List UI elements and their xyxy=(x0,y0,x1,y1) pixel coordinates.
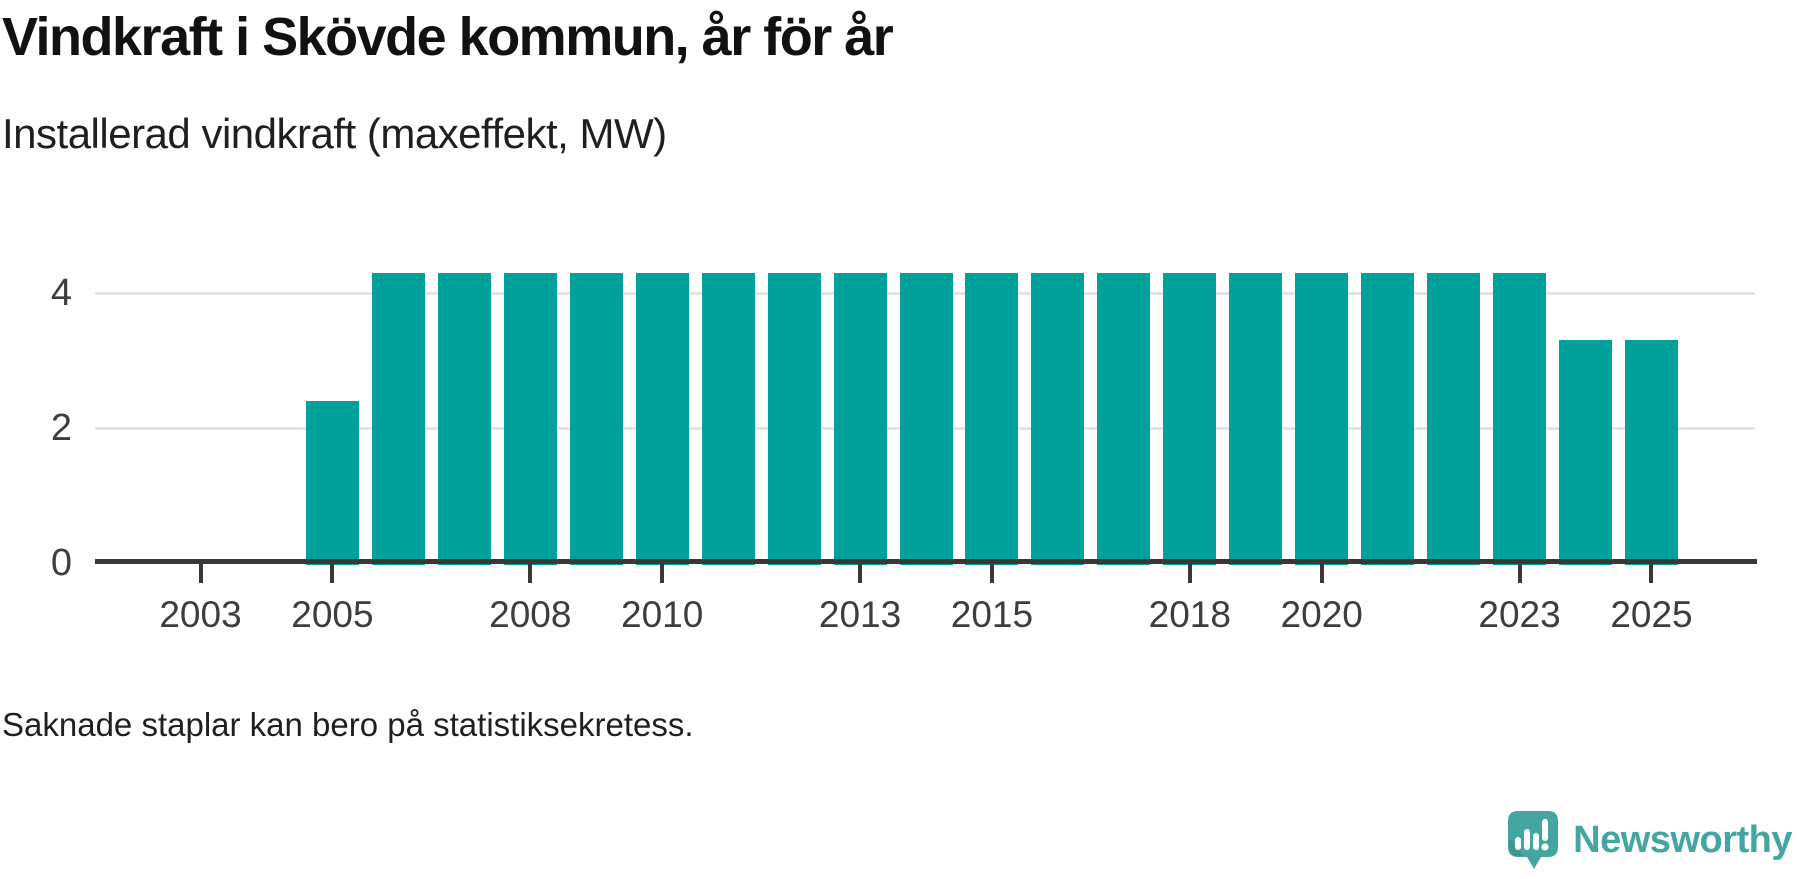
bar-2006 xyxy=(371,273,425,565)
x-axis-tick-2023 xyxy=(1517,564,1522,583)
x-axis-label-2025: 2025 xyxy=(1610,594,1693,635)
bar-2010 xyxy=(635,273,689,565)
x-axis-label-2023: 2023 xyxy=(1478,594,1561,635)
x-axis-label-2003: 2003 xyxy=(159,594,242,635)
newsworthy-logo-icon xyxy=(1507,810,1559,870)
y-axis-label-4: 4 xyxy=(50,272,72,315)
x-axis-tick-2025 xyxy=(1649,564,1654,583)
y-axis-label-2: 2 xyxy=(50,407,72,450)
x-axis-label-2018: 2018 xyxy=(1148,594,1231,635)
x-axis-tick-2018 xyxy=(1187,564,1192,583)
bar-2023 xyxy=(1493,273,1547,565)
bar-2005 xyxy=(305,401,359,565)
x-axis-tick-2008 xyxy=(528,564,533,583)
x-axis-label-2020: 2020 xyxy=(1280,594,1363,635)
bar-2015 xyxy=(965,273,1019,565)
x-axis-label-2010: 2010 xyxy=(621,594,704,635)
bar-2014 xyxy=(899,273,953,565)
bar-2013 xyxy=(833,273,887,565)
bar-2020 xyxy=(1295,273,1349,565)
bar-2025 xyxy=(1624,340,1678,565)
bar-2019 xyxy=(1229,273,1283,565)
chart-footnote: Saknade staplar kan bero på statistiksek… xyxy=(2,706,694,743)
chart-title: Vindkraft i Skövde kommun, år för år xyxy=(2,7,894,67)
bar-2008 xyxy=(503,273,557,565)
x-axis-tick-2003 xyxy=(198,564,203,583)
x-axis-tick-2015 xyxy=(989,564,994,583)
bar-2022 xyxy=(1427,273,1481,565)
x-axis-label-2015: 2015 xyxy=(950,594,1034,635)
x-axis-line xyxy=(95,559,1757,564)
bar-2016 xyxy=(1031,273,1085,565)
bar-2018 xyxy=(1163,273,1217,565)
x-axis-label-2005: 2005 xyxy=(291,594,374,635)
x-axis-tick-2010 xyxy=(660,564,665,583)
chart-subtitle: Installerad vindkraft (maxeffekt, MW) xyxy=(2,110,667,157)
bar-2009 xyxy=(569,273,623,565)
bar-2012 xyxy=(767,273,821,565)
x-axis-tick-2005 xyxy=(330,564,335,583)
x-axis-label-2008: 2008 xyxy=(489,594,572,635)
brand-name: Newsworthy xyxy=(1573,818,1792,861)
x-axis-label-2013: 2013 xyxy=(818,594,902,635)
x-axis-tick-2013 xyxy=(858,564,863,583)
bar-2021 xyxy=(1361,273,1415,565)
y-axis-label-0: 0 xyxy=(50,542,72,584)
bar-2011 xyxy=(701,273,755,565)
bar-2017 xyxy=(1097,273,1151,565)
bar-2024 xyxy=(1559,340,1613,565)
x-axis-tick-2020 xyxy=(1319,564,1324,583)
brand-lockup: Newsworthy xyxy=(1507,810,1792,870)
bar-2007 xyxy=(437,273,491,565)
